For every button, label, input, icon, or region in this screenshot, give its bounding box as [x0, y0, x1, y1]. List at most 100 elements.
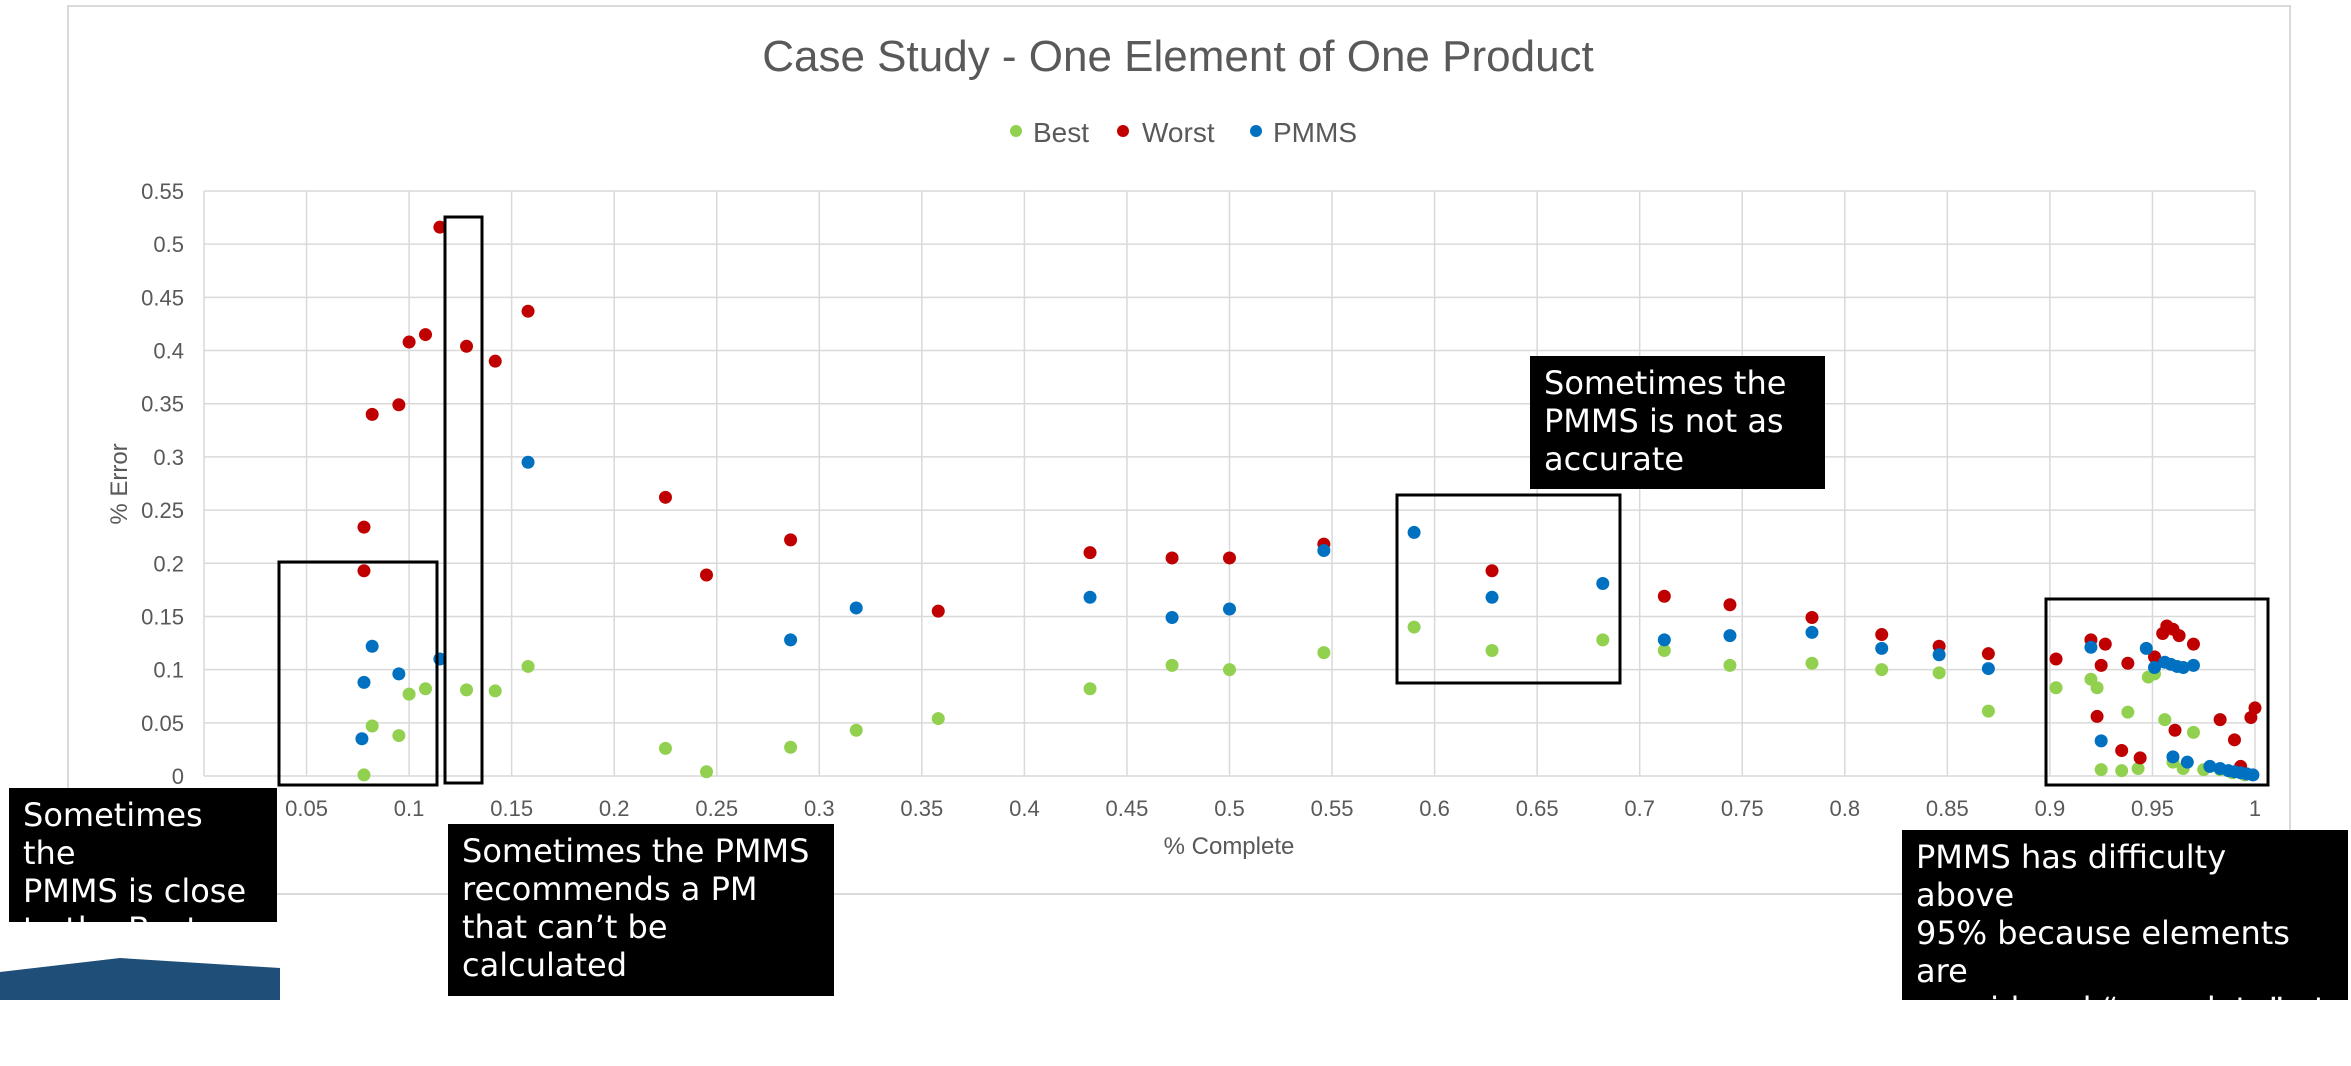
best-point: [357, 768, 371, 782]
pmms-point: [1083, 590, 1097, 604]
worst-point: [1981, 647, 1995, 661]
best-point: [2158, 713, 2172, 727]
x-tick-label: 0.5: [1214, 796, 1245, 821]
x-tick-label: 0.85: [1926, 796, 1969, 821]
highlight-box-high-progress: [2044, 597, 2270, 787]
best-point: [1407, 620, 1421, 634]
best-point: [1165, 658, 1179, 672]
x-tick-label: 0.6: [1419, 796, 1450, 821]
y-tick-label: 0.55: [141, 179, 184, 204]
worst-point: [2227, 733, 2241, 747]
worst-point: [357, 564, 371, 578]
best-point: [419, 682, 433, 696]
x-tick-label: 1: [2249, 796, 2261, 821]
pmms-point: [2246, 768, 2260, 782]
pmms-point: [1223, 602, 1236, 616]
worst-point: [1083, 546, 1097, 560]
data-points: [355, 220, 2262, 782]
pmms-point: [2094, 734, 2108, 748]
pmms-point: [1932, 648, 1946, 662]
worst-point: [1485, 564, 1499, 578]
worst-point: [1875, 628, 1889, 642]
worst-point: [460, 339, 474, 353]
x-tick-label: 0.75: [1721, 796, 1764, 821]
best-point: [699, 765, 713, 779]
worst-point: [392, 398, 406, 412]
pmms-point: [2148, 661, 2162, 675]
y-tick-label: 0.25: [141, 498, 184, 523]
worst-point: [1165, 551, 1179, 565]
pmms-point: [849, 601, 863, 615]
callout-not-as-accurate: Sometimes the PMMS is not as accurate: [1530, 356, 1825, 489]
x-tick-label: 0.9: [2035, 796, 2066, 821]
best-point: [1317, 646, 1331, 660]
pmms-point: [1165, 611, 1179, 625]
worst-point: [488, 354, 502, 368]
gridlines: [203, 190, 2256, 777]
x-tick-label: 0.3: [804, 796, 835, 821]
series-pmms: [355, 455, 2260, 782]
x-tick-label: 0.15: [490, 796, 533, 821]
best-point: [1223, 663, 1236, 677]
pmms-point: [1657, 633, 1671, 647]
pmms-point: [1805, 625, 1819, 639]
y-tick-label: 0.45: [141, 285, 184, 310]
y-axis-label: % Error: [106, 443, 133, 524]
worst-point: [433, 220, 447, 234]
worst-point: [2186, 637, 2200, 651]
pmms-point: [365, 639, 379, 653]
pmms-point: [357, 675, 371, 689]
slide-corner-accent: [0, 958, 280, 1000]
x-tick-label: 0.4: [1009, 796, 1040, 821]
x-tick-label: 0.95: [2131, 796, 2174, 821]
x-tick-label: 0.65: [1516, 796, 1559, 821]
best-point: [1723, 658, 1737, 672]
best-point: [1932, 666, 1946, 680]
best-point: [2094, 763, 2108, 777]
x-axis-label: % Complete: [1164, 833, 1295, 860]
pmms-point: [2176, 661, 2190, 675]
x-tick-label: 0.25: [695, 796, 738, 821]
best-point: [849, 723, 863, 737]
worst-point: [521, 304, 535, 318]
series-worst: [357, 220, 2262, 773]
best-point: [2186, 725, 2200, 739]
best-point: [1485, 643, 1499, 657]
best-point: [1657, 643, 1671, 657]
y-tick-label: 0.3: [153, 445, 184, 470]
best-point: [931, 712, 945, 726]
legend-marker-pmms: [1250, 125, 1262, 137]
worst-point: [784, 533, 798, 547]
worst-point: [2148, 650, 2162, 664]
pmms-point: [2139, 641, 2153, 655]
y-tick-label: 0: [172, 764, 184, 789]
worst-point: [1223, 551, 1236, 565]
chart-title: Case Study - One Element of One Product: [762, 32, 1594, 81]
best-point: [365, 719, 379, 733]
y-tick-label: 0.1: [153, 658, 184, 683]
worst-point: [402, 335, 416, 349]
best-point: [2115, 764, 2129, 778]
legend-label-worst: Worst: [1142, 117, 1215, 148]
highlight-boxes: [277, 215, 2270, 787]
callout-close-to-best: Sometimes the PMMS is close to the Best: [9, 788, 277, 948]
pmms-point: [1981, 662, 1995, 676]
worst-point: [2090, 709, 2104, 723]
highlight-box-mid-progress: [1395, 493, 1622, 685]
y-tick-label: 0.15: [141, 604, 184, 629]
worst-point: [419, 328, 433, 342]
worst-point: [1805, 611, 1819, 625]
best-point: [521, 659, 535, 673]
best-point: [488, 684, 502, 698]
pmms-point: [2166, 750, 2180, 764]
pmms-point: [2203, 759, 2217, 773]
worst-point: [2133, 751, 2147, 765]
pmms-point: [1723, 629, 1737, 643]
y-tick-label: 0.2: [153, 551, 184, 576]
worst-point: [931, 604, 945, 618]
best-point: [1805, 656, 1819, 670]
worst-point: [2049, 652, 2063, 666]
legend-label-pmms: PMMS: [1273, 117, 1357, 148]
best-point: [460, 683, 474, 697]
x-tick-label: 0.05: [285, 796, 328, 821]
